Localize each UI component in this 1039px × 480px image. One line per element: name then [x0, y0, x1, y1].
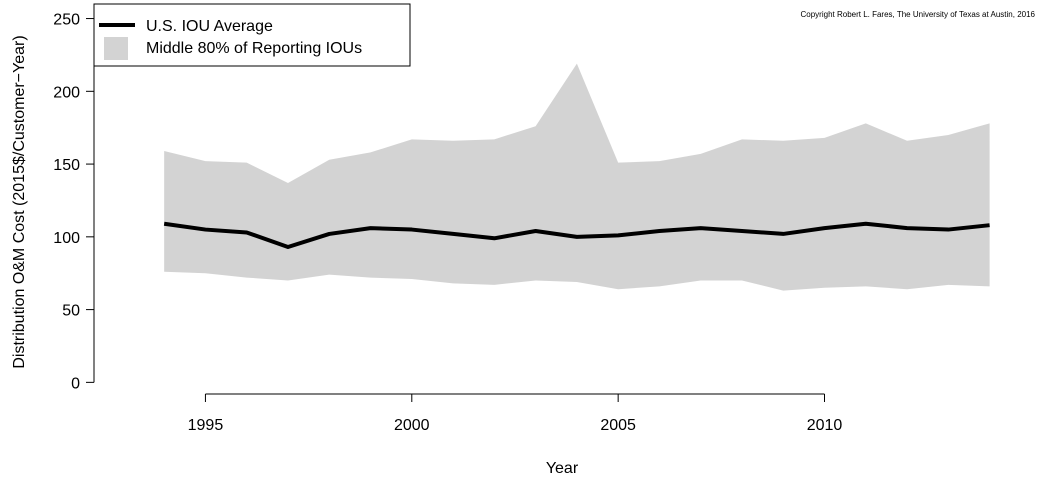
legend: U.S. IOU Average Middle 80% of Reporting… — [93, 3, 411, 67]
band-layer — [164, 63, 990, 291]
line-layer — [163, 221, 990, 250]
y-tick-label-200: 200 — [53, 84, 80, 101]
y-axis-label: Distribution O&M Cost (2015$/Customer−Ye… — [11, 35, 28, 368]
legend-entry-band: Middle 80% of Reporting IOUs — [146, 40, 362, 57]
x-tick-label-1995: 1995 — [188, 417, 224, 434]
axes-layer: 0 50 100 150 200 250 1995 2000 2005 2010 — [53, 12, 842, 434]
x-tick-label-2005: 2005 — [600, 417, 636, 434]
y-tick-label-100: 100 — [53, 230, 80, 247]
y-tick-label-250: 250 — [53, 12, 80, 29]
legend-box — [93, 3, 411, 67]
x-tick-label-2010: 2010 — [807, 417, 843, 434]
copyright-note: Copyright Robert L. Fares, The Universit… — [801, 10, 1036, 19]
middle-80-band — [164, 63, 990, 291]
y-tick-label-0: 0 — [71, 375, 80, 392]
x-axis-label: Year — [546, 460, 579, 477]
legend-entry-average: U.S. IOU Average — [146, 18, 273, 35]
y-tick-label-50: 50 — [62, 303, 80, 320]
legend-band-swatch — [104, 37, 128, 60]
y-tick-label-150: 150 — [53, 157, 80, 174]
x-tick-label-2000: 2000 — [394, 417, 430, 434]
average-series-line — [163, 221, 990, 250]
